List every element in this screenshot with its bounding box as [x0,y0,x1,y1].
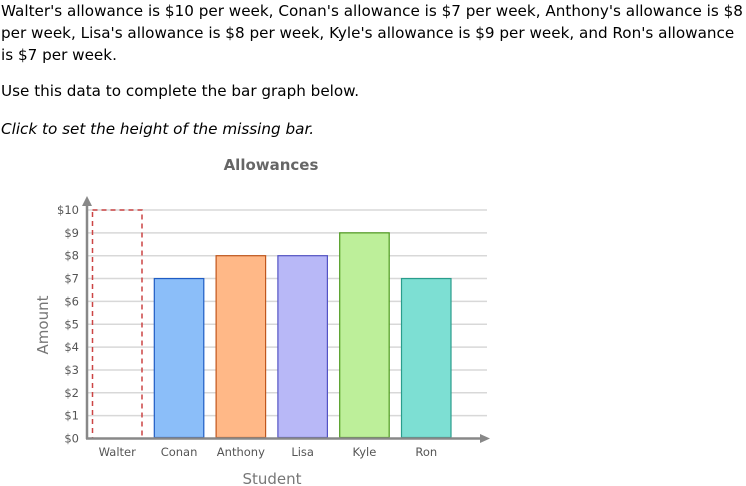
y-tick-label: $8 [64,249,79,263]
bar-conan[interactable] [153,277,205,439]
y-axis-label: Amount [34,295,52,354]
x-axis-arrow-icon [480,434,490,443]
y-axis-arrow-icon [82,196,92,206]
chart-title: Allowances [224,156,319,174]
y-tick-label: $3 [64,363,79,377]
y-tick-label: $5 [64,317,79,331]
y-tick-label: $9 [64,226,79,240]
bar-ron[interactable] [400,277,452,439]
data-statement: Walter's allowance is $10 per week, Cona… [1,2,743,64]
x-tick-label: Walter [99,445,136,459]
y-tick-label: $1 [64,409,79,423]
instruction-text: Use this data to complete the bar graph … [1,82,360,100]
x-tick-label: Ron [415,445,437,459]
x-tick-label: Kyle [353,445,377,459]
x-tick-label: Lisa [291,445,314,459]
y-tick-labels: $0 $1 $2 $3 $4 $5 $6 $7 $8 $9 $10 [57,203,79,446]
bar-lisa[interactable] [277,255,328,439]
y-tick-label: $7 [64,272,79,286]
y-tick-label: $4 [64,340,79,354]
missing-bar-placeholder[interactable] [91,209,143,440]
y-tick-label: $2 [64,386,79,400]
bar-anthony[interactable] [215,255,267,439]
x-tick-label: Anthony [217,445,265,459]
y-tick-label: $0 [64,432,79,446]
x-tick-labels: Walter Conan Anthony Lisa Kyle Ron [99,445,438,459]
bars[interactable] [91,209,452,440]
y-tick-label: $10 [57,203,79,217]
hint-text: Click to set the height of the missing b… [1,120,315,138]
x-axis-label: Student [242,470,301,486]
y-tick-label: $6 [64,294,79,308]
bar-kyle[interactable] [339,232,390,439]
x-tick-label: Conan [161,445,198,459]
